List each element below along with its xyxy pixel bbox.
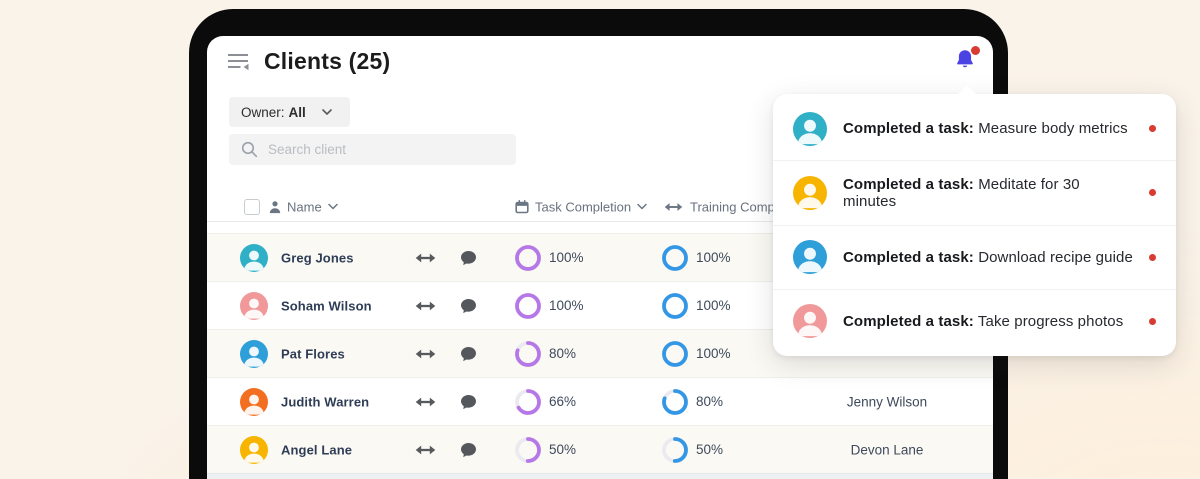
client-avatar — [240, 243, 268, 272]
task-completion-value: 100% — [549, 298, 584, 313]
unread-dot — [1149, 125, 1156, 133]
column-header-task-completion[interactable]: Task Completion — [515, 199, 647, 214]
dumbbell-icon[interactable] — [414, 348, 437, 360]
task-completion-cell: 50% — [515, 436, 577, 463]
unread-dot — [1149, 317, 1156, 325]
client-avatar — [240, 291, 268, 320]
chat-bubble-icon[interactable] — [460, 442, 477, 458]
training-completion-cell: 100% — [662, 340, 731, 367]
client-name: Pat Flores — [281, 346, 345, 361]
notification-avatar — [793, 304, 827, 339]
chat-bubble-icon[interactable] — [460, 250, 477, 266]
task-completion-cell: 100% — [515, 292, 584, 319]
notification-avatar — [793, 111, 827, 146]
client-avatar — [240, 339, 268, 368]
dumbbell-icon[interactable] — [414, 444, 437, 456]
next-row-edge — [207, 473, 993, 479]
notification-bell-icon[interactable] — [953, 46, 980, 74]
notifications-panel: Completed a task: Measure body metrics C… — [773, 85, 1176, 356]
task-completion-cell: 66% — [515, 388, 577, 415]
client-row[interactable]: Judith Warren 66% — [207, 377, 993, 425]
dumbbell-icon[interactable] — [414, 396, 437, 408]
chevron-down-icon — [327, 203, 338, 210]
calendar-icon — [515, 200, 529, 214]
task-completion-value: 66% — [549, 394, 577, 409]
task-completion-cell: 100% — [515, 244, 584, 271]
chat-bubble-icon[interactable] — [460, 298, 477, 314]
training-completion-value: 100% — [696, 346, 731, 361]
collapse-menu-icon[interactable] — [227, 52, 251, 71]
task-completion-cell: 80% — [515, 340, 577, 367]
page-title: Clients (25) — [264, 48, 391, 74]
notification-text: Completed a task: Measure body metrics — [843, 120, 1128, 138]
select-all-checkbox[interactable] — [244, 198, 260, 215]
client-owner: Jenny Wilson — [846, 394, 928, 409]
client-name: Soham Wilson — [281, 298, 372, 313]
notification-text: Completed a task: Take progress photos — [843, 312, 1124, 330]
dumbbell-icon[interactable] — [414, 300, 437, 312]
task-completion-value: 80% — [549, 346, 577, 361]
notification-avatar — [793, 240, 827, 275]
client-name: Greg Jones — [281, 250, 354, 265]
column-header-name[interactable]: Name — [269, 199, 338, 214]
chat-bubble-icon[interactable] — [460, 346, 477, 362]
training-completion-value: 80% — [696, 394, 724, 409]
search-input[interactable] — [268, 142, 504, 157]
notification-item[interactable]: Completed a task: Meditate for 30 minute… — [773, 160, 1176, 224]
search-field — [229, 134, 516, 165]
chevron-down-icon — [637, 203, 647, 210]
dumbbell-icon[interactable] — [414, 252, 437, 264]
unread-dot — [1149, 253, 1156, 261]
dumbbell-icon — [664, 202, 683, 211]
unread-badge — [971, 46, 980, 55]
client-avatar — [240, 387, 268, 416]
training-completion-value: 50% — [696, 442, 724, 457]
client-owner: Devon Lane — [850, 442, 924, 457]
person-icon — [269, 200, 281, 213]
training-completion-cell: 100% — [662, 244, 731, 271]
chat-bubble-icon[interactable] — [460, 394, 477, 410]
training-completion-cell: 100% — [662, 292, 731, 319]
task-completion-value: 100% — [549, 250, 584, 265]
client-row[interactable]: Angel Lane 50% — [207, 425, 993, 473]
training-completion-cell: 50% — [662, 436, 724, 463]
client-avatar — [240, 435, 268, 464]
owner-filter-dropdown[interactable]: Owner: All — [229, 97, 350, 127]
unread-dot — [1149, 189, 1156, 197]
notification-text: Completed a task: Meditate for 30 minute… — [843, 175, 1080, 210]
client-name: Judith Warren — [281, 394, 370, 409]
notification-text: Completed a task: Download recipe guide — [843, 248, 1133, 266]
notification-item[interactable]: Completed a task: Take progress photos — [773, 288, 1176, 353]
training-completion-cell: 80% — [662, 388, 724, 415]
notification-avatar — [793, 175, 827, 210]
task-completion-value: 50% — [549, 442, 577, 457]
notification-item[interactable]: Completed a task: Download recipe guide — [773, 224, 1176, 289]
owner-filter-value: All — [288, 104, 306, 120]
client-name: Angel Lane — [281, 442, 353, 457]
magnifier-icon — [241, 141, 258, 158]
training-completion-value: 100% — [696, 250, 731, 265]
owner-filter-label: Owner: — [241, 104, 285, 120]
chevron-down-icon — [321, 109, 332, 115]
notification-item[interactable]: Completed a task: Measure body metrics — [773, 97, 1176, 160]
training-completion-value: 100% — [696, 298, 731, 313]
